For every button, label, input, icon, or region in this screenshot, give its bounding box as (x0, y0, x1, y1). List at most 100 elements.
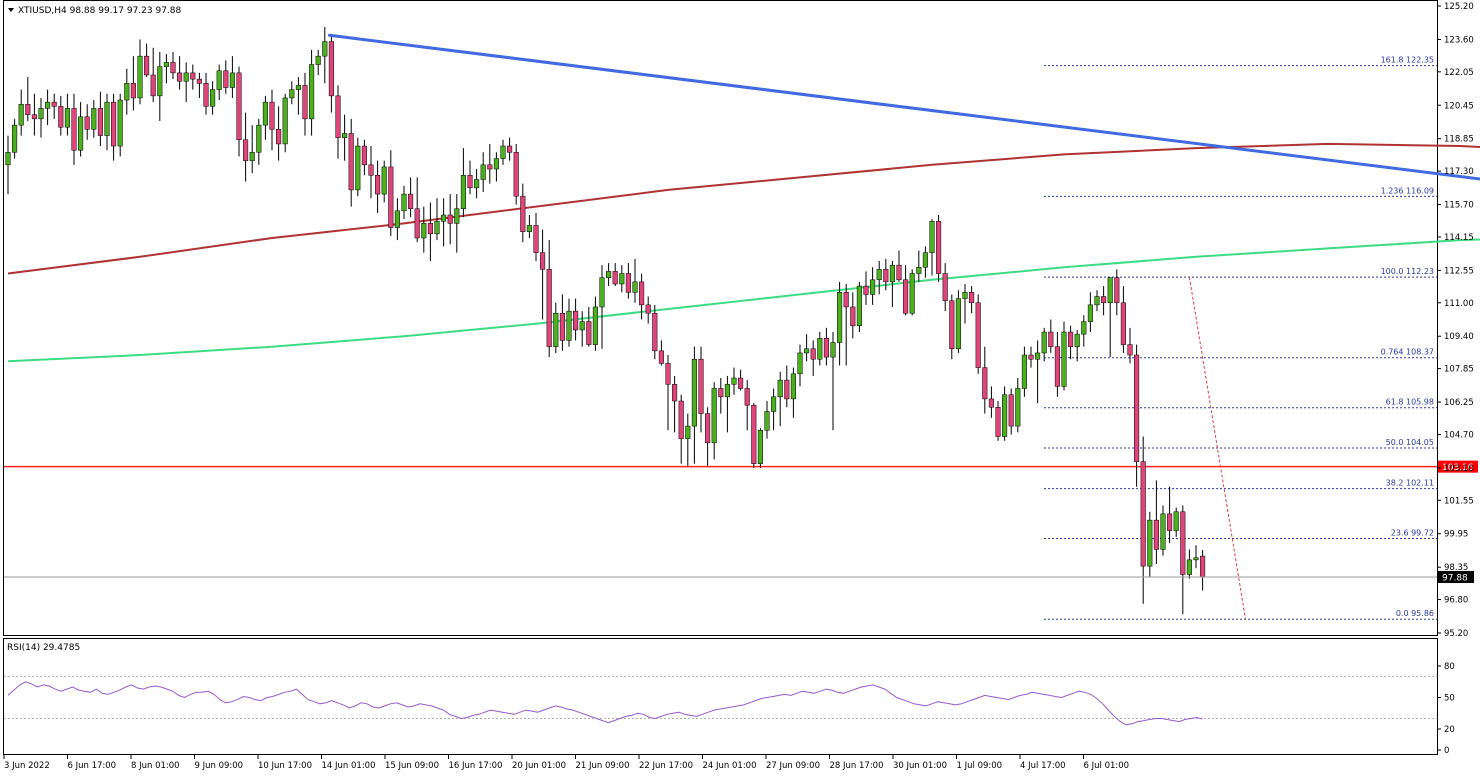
candle-body (487, 164, 493, 170)
candle-body (975, 302, 981, 368)
bearish-candle (1008, 388, 1014, 435)
fib-level-label: 50.0 104.05 (1386, 438, 1434, 447)
candle-body (163, 62, 169, 67)
bullish-candle (480, 152, 486, 193)
candle-body (454, 208, 460, 224)
x-tick-label: 20 Jun 01:00 (512, 761, 566, 771)
bearish-candle (223, 60, 229, 94)
x-tick-label: 4 Jul 17:00 (1020, 761, 1066, 771)
candle-body (883, 269, 889, 283)
candle-body (1147, 519, 1153, 567)
bullish-candle (1147, 511, 1153, 577)
bearish-candle (361, 139, 367, 176)
candle-body (1028, 354, 1034, 360)
bullish-candle (1087, 292, 1093, 333)
bearish-candle (1140, 436, 1146, 604)
candle-body (243, 139, 249, 161)
bearish-candle (144, 43, 150, 78)
bearish-candle (150, 47, 156, 103)
candle-body (790, 373, 796, 400)
candle-body (1173, 511, 1179, 531)
candle-body (447, 214, 453, 224)
y-tick-label: 114.15 (1444, 233, 1474, 243)
bearish-candle (1101, 286, 1107, 316)
current-price-tag (1438, 570, 1474, 583)
candle-body (870, 279, 876, 295)
candle-body (1107, 277, 1113, 304)
x-tick-label: 15 Jun 09:00 (385, 761, 439, 771)
candle-body (606, 271, 612, 278)
bearish-candle (1153, 480, 1159, 565)
candle-body (797, 352, 803, 375)
time-axis: 3 Jun 2022 6 Jun 17:00 8 Jun 01:00 9 Jun 09… (3, 755, 1129, 771)
support-price-label: 103.16 (1442, 463, 1474, 473)
bullish-candle (691, 346, 697, 464)
x-tick-label: 10 Jun 17:00 (258, 761, 312, 771)
y-tick-label: 107.85 (1444, 365, 1474, 375)
fib-level-label: 61.8 105.98 (1386, 398, 1434, 407)
candle-body (592, 306, 598, 345)
candle-body (394, 210, 400, 228)
fib-level-label: 0.0 95.86 (1396, 609, 1434, 618)
bearish-candle (969, 286, 975, 314)
bullish-candle (1035, 340, 1041, 404)
bearish-candle (196, 72, 202, 98)
bearish-candle (903, 265, 909, 316)
candle-body (25, 103, 31, 115)
candle-body (183, 72, 189, 82)
candle-body (269, 101, 275, 130)
x-tick-label: 28 Jun 17:00 (830, 761, 884, 771)
candle-body (526, 225, 532, 232)
main-panel-border (3, 0, 1438, 636)
candle-body (348, 133, 354, 191)
candle-body (1160, 513, 1166, 550)
bullish-candle (460, 148, 466, 218)
bullish-candle (229, 56, 235, 98)
rsi-tick-label: 80 (1444, 662, 1455, 672)
candle-body (1002, 394, 1008, 437)
candle-body (988, 398, 994, 408)
bullish-candle (711, 382, 717, 460)
candle-body (493, 158, 499, 170)
bullish-candle (757, 428, 763, 468)
candle-body (804, 348, 810, 354)
candle-body (1048, 331, 1054, 347)
candle-body (1114, 277, 1120, 304)
bearish-candle (111, 93, 117, 161)
candle-body (876, 269, 882, 281)
bullish-candle (295, 77, 301, 115)
bearish-candle (810, 340, 816, 376)
candle-body (672, 384, 678, 402)
bearish-candle (236, 66, 242, 157)
candle-body (777, 379, 783, 398)
symbol-dropdown-icon[interactable] (8, 8, 14, 12)
bullish-candle (606, 263, 612, 287)
y-tick-label: 99.95 (1444, 530, 1468, 540)
x-tick-label: 16 Jun 17:00 (449, 761, 503, 771)
current-price-line: 97.88 (4, 570, 1474, 583)
candle-body (322, 41, 328, 57)
candle-body (361, 145, 367, 166)
fib-swing-line (1188, 276, 1246, 620)
bullish-candle (579, 311, 585, 347)
candle-body (817, 338, 823, 360)
bearish-candle (203, 72, 209, 115)
bullish-candle (500, 139, 506, 165)
bullish-candle (909, 269, 915, 316)
candle-body (843, 292, 849, 308)
candle-body (507, 145, 513, 153)
candle-body (84, 116, 90, 130)
bearish-candle (1127, 327, 1133, 364)
bullish-candle (771, 388, 777, 431)
bullish-candle (1186, 549, 1192, 579)
bullish-candle (955, 290, 961, 353)
bullish-candle (256, 118, 262, 165)
bullish-candle (381, 160, 387, 203)
bullish-candle (104, 93, 110, 151)
bearish-candle (71, 93, 77, 165)
candle-body (1120, 302, 1126, 345)
bullish-candle (856, 281, 862, 333)
candle-body (691, 358, 697, 427)
bullish-candle (210, 81, 216, 115)
